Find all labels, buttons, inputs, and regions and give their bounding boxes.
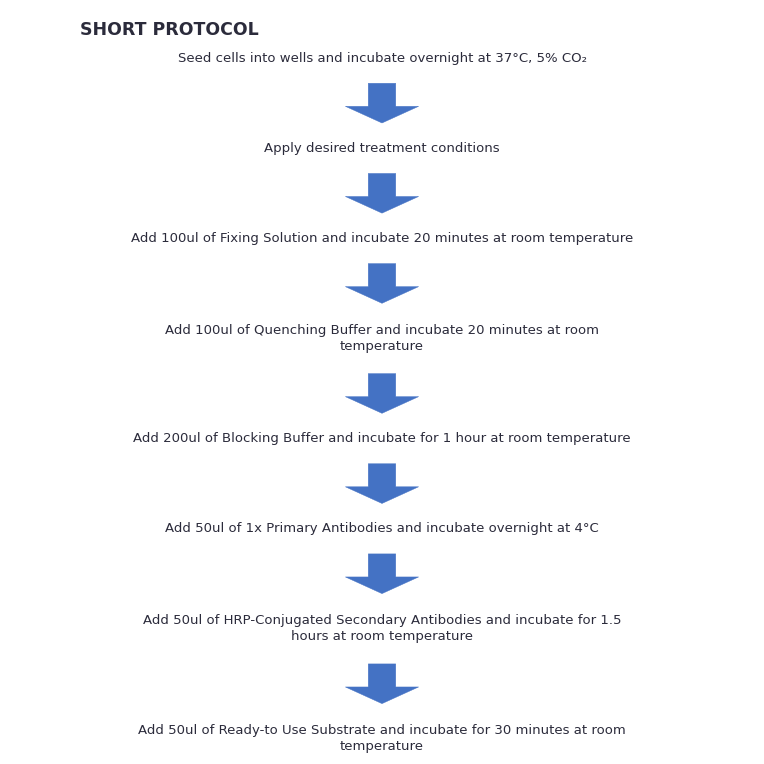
Text: Add 100ul of Fixing Solution and incubate 20 minutes at room temperature: Add 100ul of Fixing Solution and incubat… [131,231,633,245]
Polygon shape [345,264,419,303]
Text: Add 100ul of Quenching Buffer and incubate 20 minutes at room
temperature: Add 100ul of Quenching Buffer and incuba… [165,324,599,353]
Polygon shape [345,83,419,123]
Text: Seed cells into wells and incubate overnight at 37°C, 5% CO₂: Seed cells into wells and incubate overn… [177,51,587,65]
Polygon shape [345,664,419,704]
Polygon shape [345,554,419,594]
Text: Add 50ul of HRP-Conjugated Secondary Antibodies and incubate for 1.5
hours at ro: Add 50ul of HRP-Conjugated Secondary Ant… [143,614,621,643]
Polygon shape [345,464,419,503]
Polygon shape [345,374,419,413]
Text: Add 200ul of Blocking Buffer and incubate for 1 hour at room temperature: Add 200ul of Blocking Buffer and incubat… [133,432,631,445]
Text: SHORT PROTOCOL: SHORT PROTOCOL [80,21,259,40]
Polygon shape [345,173,419,213]
Text: Add 50ul of 1x Primary Antibodies and incubate overnight at 4°C: Add 50ul of 1x Primary Antibodies and in… [165,522,599,536]
Text: Add 50ul of Ready-to Use Substrate and incubate for 30 minutes at room
temperatu: Add 50ul of Ready-to Use Substrate and i… [138,724,626,753]
Text: Apply desired treatment conditions: Apply desired treatment conditions [264,141,500,155]
